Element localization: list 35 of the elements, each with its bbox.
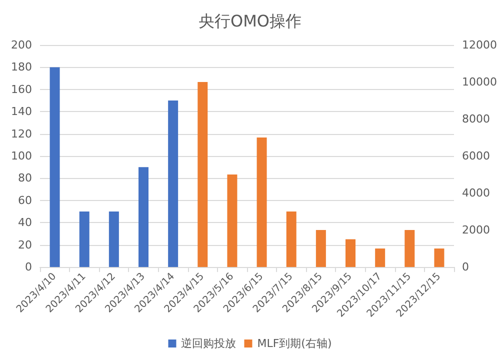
y-tick-label: 20 [18, 238, 32, 252]
bar [168, 100, 178, 267]
bar [50, 67, 60, 267]
y-tick-label: 40 [18, 216, 32, 230]
y-tick-label: 100 [11, 150, 32, 162]
bar [256, 138, 267, 267]
legend-label: MLF到期(右轴) [257, 337, 332, 350]
bar [434, 248, 444, 267]
y-tick-label: 120 [11, 127, 32, 140]
bar [79, 212, 90, 267]
y-tick-label: 140 [11, 105, 32, 118]
legend-label: 逆回购投放 [181, 337, 236, 350]
y-tick-label: 160 [11, 82, 32, 96]
bar [108, 212, 119, 267]
y2-tick-label: 0 [462, 260, 470, 274]
y2-tick-label: 10000 [462, 76, 498, 88]
bar [375, 248, 386, 267]
y-tick-label: 180 [11, 60, 32, 74]
bar [316, 230, 326, 267]
y-tick-label: 200 [11, 38, 32, 52]
y-tick-label: 60 [18, 194, 32, 207]
bar [227, 174, 238, 267]
bar [404, 230, 415, 267]
y2-tick-label: 12000 [462, 38, 498, 52]
bar [346, 239, 356, 267]
y-tick-label: 0 [25, 260, 32, 274]
y2-tick-label: 4000 [462, 186, 490, 200]
bar [138, 167, 148, 267]
chart-title: 央行OMO操作 [198, 12, 302, 30]
y2-tick-label: 8000 [462, 112, 490, 126]
y2-tick-label: 6000 [462, 150, 490, 162]
bar [198, 82, 208, 267]
bar [286, 212, 296, 267]
y-tick-label: 80 [18, 172, 32, 185]
y2-tick-label: 2000 [462, 224, 490, 236]
